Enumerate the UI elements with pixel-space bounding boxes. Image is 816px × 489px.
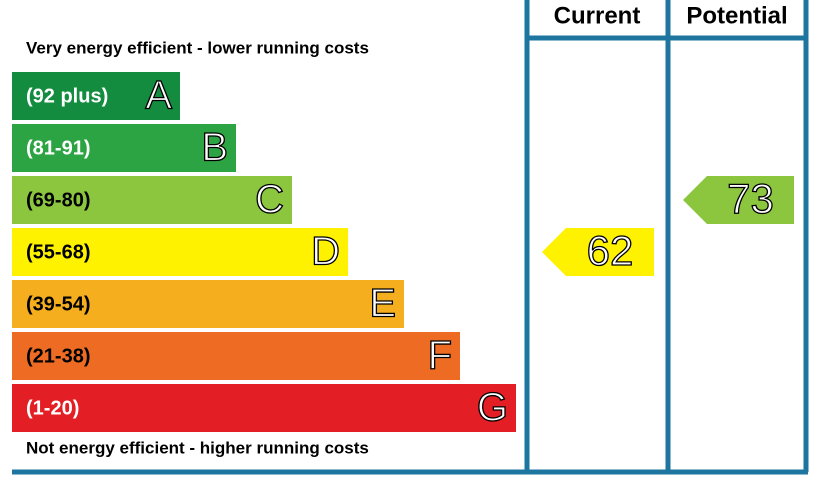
rating-arrow <box>542 228 654 276</box>
top-note: Very energy efficient - lower running co… <box>26 38 369 57</box>
band-letter: A <box>145 74 172 118</box>
band-bar <box>12 124 236 172</box>
band-bar <box>12 72 180 120</box>
rating-value: 73 <box>727 175 774 222</box>
band-range: (1-20) <box>26 397 79 419</box>
band-bar <box>12 332 460 380</box>
band-range: (81-91) <box>26 137 90 159</box>
band-range: (69-80) <box>26 189 90 211</box>
rating-value: 62 <box>587 227 634 274</box>
band-bar <box>12 228 348 276</box>
band-letter: F <box>428 334 452 378</box>
band-range: (55-68) <box>26 241 90 263</box>
band-bar <box>12 176 292 224</box>
band-letter: B <box>201 126 228 170</box>
band-range: (39-54) <box>26 293 90 315</box>
band-letter: D <box>311 230 340 274</box>
band-bar <box>12 280 404 328</box>
band-letter: E <box>369 282 396 326</box>
band-letter: G <box>477 386 508 430</box>
band-letter: C <box>255 178 284 222</box>
band-range: (92 plus) <box>26 85 108 107</box>
rating-arrow <box>683 176 794 224</box>
band-bar <box>12 384 516 432</box>
current-header: Current <box>554 2 641 29</box>
bottom-note: Not energy efficient - higher running co… <box>26 438 369 457</box>
potential-header: Potential <box>686 2 787 29</box>
band-range: (21-38) <box>26 345 90 367</box>
